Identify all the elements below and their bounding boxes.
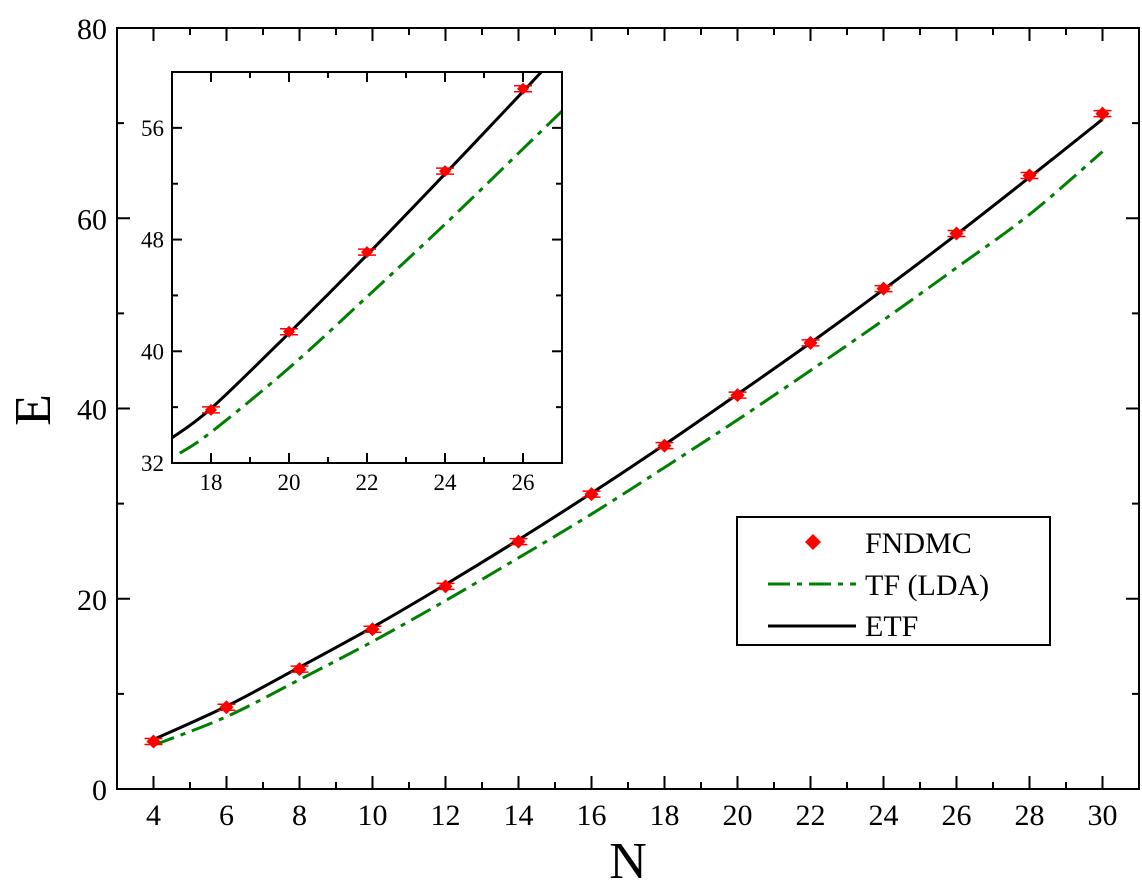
fndmc-marker [219,700,234,715]
x-tick-label: 28 [1015,799,1045,832]
fndmc-marker [205,403,217,416]
fndmc-point [217,700,236,715]
fndmc-marker [283,325,295,338]
y-tick-label: 48 [141,228,164,253]
x-tick-label: 8 [292,799,307,832]
y-axis-title: E [5,394,62,426]
inset-clip-area [172,72,562,455]
legend-etf-label: ETF [865,610,918,643]
x-axis-title: N [609,833,647,883]
x-tick-label: 12 [431,799,461,832]
fndmc-marker [1022,168,1037,183]
fndmc-marker [1095,106,1110,121]
fndmc-marker [146,734,161,749]
fndmc-point [358,246,376,259]
x-tick-label: 18 [650,799,680,832]
fndmc-point [1093,106,1112,121]
etf-curve [152,118,1104,741]
x-tick-label: 10 [358,799,388,832]
legend-tf-label: TF (LDA) [865,569,989,602]
fndmc-point [509,534,528,549]
legend-fndmc-marker [805,534,821,550]
x-tick-label: 24 [434,470,458,495]
legend-fndmc-label: FNDMC [865,527,972,560]
x-tick-label: 24 [869,799,899,832]
fndmc-marker [439,165,451,178]
tf-lda-curve [152,150,1104,747]
fndmc-marker [803,335,818,350]
fndmc-point [436,579,455,594]
x-tick-label: 30 [1088,799,1118,832]
y-tick-label: 56 [141,116,164,141]
fndmc-point [280,325,298,338]
legend-box [736,516,1051,646]
inset-series-layer [172,72,562,455]
fndmc-marker [361,246,373,259]
fndmc-marker [438,579,453,594]
x-tick-label: 18 [200,470,223,495]
fndmc-marker [876,281,891,296]
fndmc-marker [511,534,526,549]
fndmc-marker [517,82,529,95]
fndmc-point [728,388,747,403]
fndmc-point [582,487,601,502]
y-tick-label: 80 [77,13,107,46]
y-tick-label: 0 [92,774,107,807]
y-tick-label: 40 [141,339,164,364]
fndmc-point [874,281,893,296]
y-tick-label: 32 [141,451,164,476]
fndmc-point [1020,168,1039,183]
legend: FNDMC TF (LDA) ETF [736,516,1051,646]
fndmc-point [514,82,532,95]
y-tick-label: 40 [77,394,107,427]
fndmc-marker [657,438,672,453]
x-tick-label: 16 [577,799,607,832]
fndmc-marker [949,226,964,241]
fndmc-point [436,165,454,178]
fndmc-point [655,438,674,453]
main-axis-ticks: 4 6 8 10 12 14 16 18 20 22 24 26 28 30 0 20 40 60 80 [77,13,1140,832]
y-tick-label: 60 [77,203,107,236]
x-tick-label: 22 [796,799,826,832]
x-tick-label: 26 [512,470,535,495]
main-series-layer [144,106,1112,749]
x-tick-label: 20 [723,799,753,832]
fndmc-point [947,226,966,241]
fndmc-point [801,335,820,350]
fndmc-marker [730,388,745,403]
fndmc-point [290,662,309,677]
fndmc-marker [584,487,599,502]
x-tick-label: 26 [942,799,972,832]
inset-axis-ticks: 18 20 22 24 26 32 40 48 56 [141,72,563,495]
x-tick-label: 22 [356,470,379,495]
fndmc-marker [292,662,307,677]
fndmc-point [202,403,220,416]
fndmc-marker [365,622,380,637]
inset-background [172,72,562,463]
x-tick-label: 14 [504,799,534,832]
fndmc-point [363,622,382,637]
y-tick-label: 20 [77,584,107,617]
x-tick-label: 4 [146,799,161,832]
fndmc-point [144,734,163,749]
x-tick-label: 20 [278,470,301,495]
x-tick-label: 6 [219,799,234,832]
tf-lda-curve [178,110,562,455]
